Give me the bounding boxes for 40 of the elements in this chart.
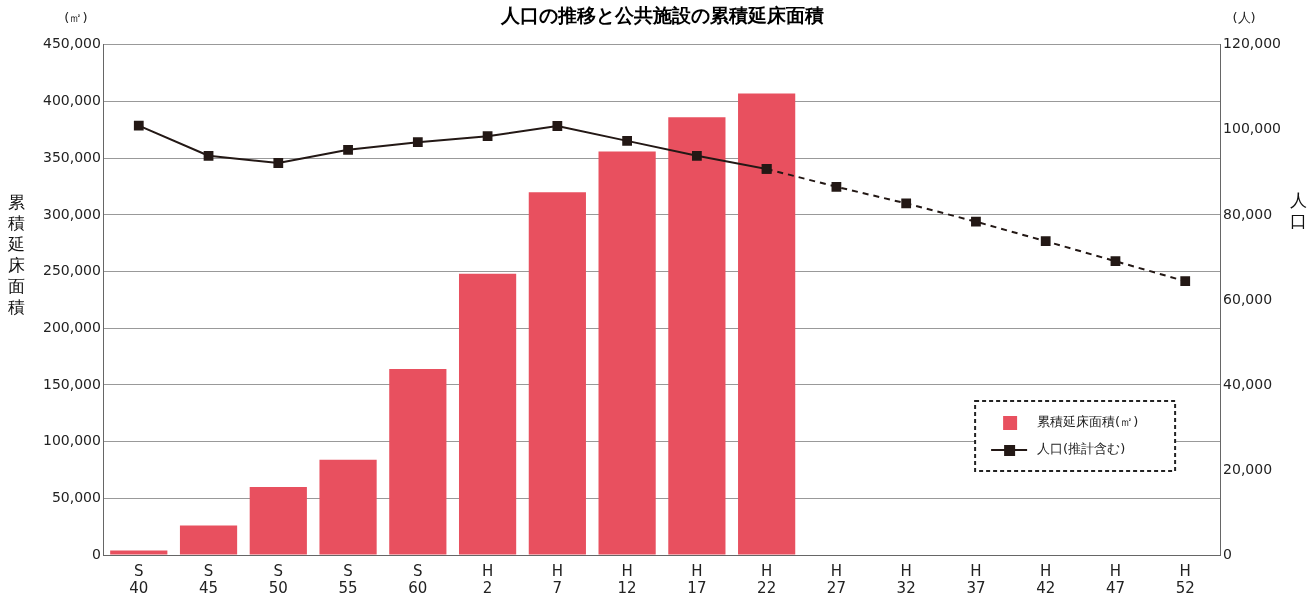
y2-tick-label: 40,000 [1223, 375, 1273, 392]
x-tick-label: H 52 [1175, 562, 1195, 597]
y-tick-label: 50,000 [51, 488, 101, 505]
y-tick-label: 300,000 [42, 205, 101, 222]
x-tick-label: H 27 [826, 562, 846, 597]
y2-tick-label: 0 [1223, 545, 1233, 562]
y2-axis-title: 人口 [1290, 190, 1308, 232]
y-tick-label: 450,000 [42, 35, 101, 52]
y-tick-label: 400,000 [42, 92, 101, 109]
y2-tick-label: 80,000 [1223, 205, 1273, 222]
y2-tick-label: 100,000 [1223, 120, 1282, 137]
x-tick-label: H 22 [757, 562, 777, 597]
x-tick-label: H 32 [896, 562, 916, 597]
x-tick-label: H 47 [1105, 562, 1126, 597]
y-tick-label: 150,000 [42, 375, 101, 392]
legend-label: 累積延床面積(㎡) [1037, 414, 1139, 430]
y-tick-label: 350,000 [42, 148, 101, 165]
chart-title: 人口の推移と公共施設の累積延床面積 [499, 4, 824, 27]
x-tick-label: H 12 [617, 562, 637, 597]
y-tick-label: 0 [91, 545, 101, 562]
x-tick-label: H 7 [551, 562, 563, 597]
x-tick-label: S 60 [408, 562, 428, 597]
y2-tick-label: 60,000 [1223, 290, 1273, 307]
y-tick-label: 100,000 [42, 432, 101, 449]
x-tick-label: S 40 [129, 562, 149, 597]
y-axis-title: 累積延床面積 [8, 192, 26, 318]
x-tick-label: H 42 [1036, 562, 1056, 597]
x-tick-label: S 55 [338, 562, 358, 597]
x-tick-label: H 37 [966, 562, 986, 597]
legend-label: 人口(推計含む) [1037, 441, 1126, 457]
x-tick-label: H 2 [481, 562, 494, 597]
y2-tick-label: 20,000 [1223, 460, 1273, 477]
x-tick-label: S 50 [268, 562, 288, 597]
y2-tick-label: 120,000 [1223, 35, 1282, 52]
text: (㎡) [64, 9, 88, 25]
y-tick-label: 250,000 [42, 262, 101, 279]
y-tick-label: 200,000 [42, 318, 101, 335]
x-tick-label: H 17 [687, 562, 707, 597]
text: (人) [1232, 9, 1256, 25]
x-tick-label: S 45 [198, 562, 219, 597]
